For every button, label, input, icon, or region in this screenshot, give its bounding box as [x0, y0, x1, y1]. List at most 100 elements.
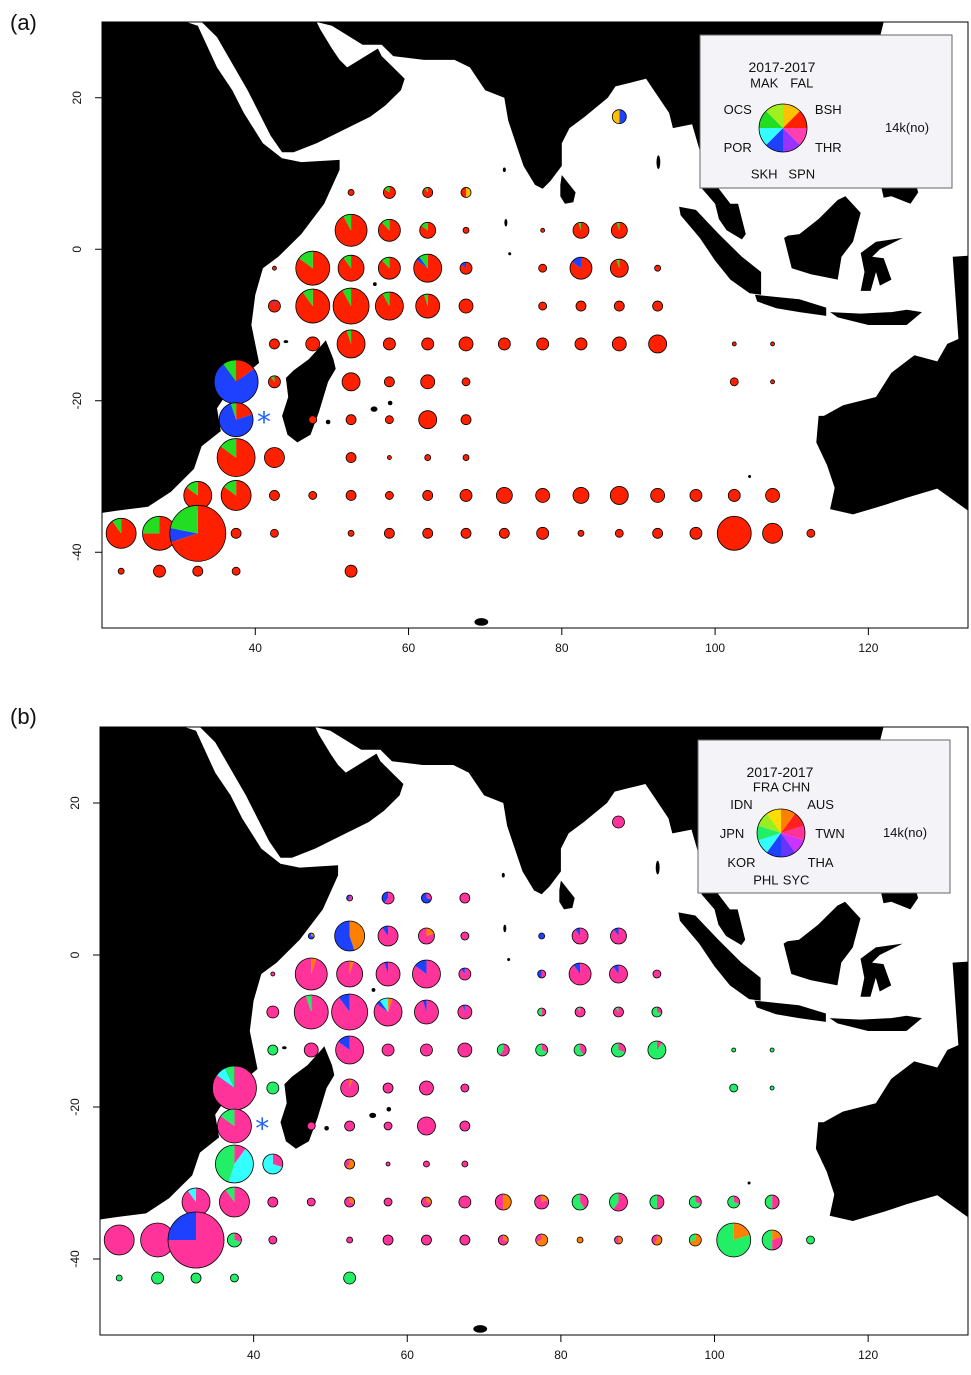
pie-marker	[212, 1065, 257, 1111]
pie-slice	[609, 486, 629, 505]
legend-slice	[759, 128, 783, 145]
pie-marker	[538, 263, 548, 273]
pie-outline	[334, 213, 368, 247]
pie-slice	[461, 968, 465, 974]
pie-marker	[308, 415, 318, 425]
pie-marker	[458, 967, 472, 981]
pie-marker	[495, 487, 513, 504]
pie-slice	[765, 488, 780, 503]
pie-outline	[293, 994, 329, 1030]
pie-marker	[305, 336, 321, 352]
pie-outline	[377, 925, 399, 947]
pie-slice	[378, 257, 401, 280]
pie-marker	[497, 337, 511, 351]
legend-slice	[781, 833, 796, 857]
pie-outline	[344, 1158, 356, 1170]
pie-marker	[461, 377, 471, 387]
pie-outline	[377, 256, 401, 280]
pie-slice	[806, 1235, 815, 1245]
pie-slice	[460, 1083, 470, 1093]
legend-pie-outline	[758, 103, 808, 153]
pie-slice	[535, 1044, 548, 1056]
pie-slice	[578, 222, 581, 231]
pie-marker	[540, 227, 546, 233]
legend-slice	[759, 111, 783, 128]
legend-label: SKH	[751, 166, 778, 181]
pie-slice	[294, 995, 329, 1029]
pie-outline	[218, 402, 254, 438]
pie-marker	[806, 1235, 815, 1245]
pie-slice	[770, 379, 775, 385]
legend-label: OCS	[724, 102, 753, 117]
pie-outline	[647, 1040, 667, 1060]
pie-marker	[761, 1229, 783, 1251]
pie-marker	[649, 1194, 665, 1210]
pie-slice	[462, 1004, 465, 1012]
legend-title: 2017-2017	[747, 764, 814, 780]
pie-marker	[609, 258, 629, 278]
pie-slice	[345, 452, 357, 463]
pie-marker	[230, 1273, 239, 1283]
pie-slice	[266, 1005, 280, 1019]
pie-slice	[419, 222, 436, 239]
pie-slice	[347, 189, 355, 196]
pie-marker	[419, 1080, 434, 1096]
pie-marker	[572, 221, 590, 239]
pie-slice	[537, 1008, 542, 1016]
pie-marker	[341, 372, 361, 392]
pie-slice	[190, 1272, 202, 1284]
legend-slice	[781, 833, 804, 853]
land-sulawesi	[860, 237, 903, 291]
islet	[282, 1046, 287, 1050]
pie-slice	[311, 933, 315, 937]
pie-marker	[377, 256, 401, 280]
pie-slice	[656, 1007, 662, 1014]
pie-slice	[302, 289, 313, 307]
pie-slice	[234, 1145, 246, 1164]
pie-marker	[611, 336, 627, 352]
pie-marker	[576, 1236, 584, 1244]
pie-marker	[462, 226, 470, 234]
islet	[283, 340, 289, 344]
pie-marker	[459, 1120, 471, 1132]
pie-slice	[346, 329, 352, 344]
pie-slice	[503, 1194, 512, 1210]
pie-slice	[421, 893, 432, 903]
pie-slice	[262, 1154, 283, 1175]
pie-marker	[382, 1234, 394, 1246]
pie-outline	[374, 291, 404, 321]
pie-slice	[305, 336, 321, 352]
pie-slice	[382, 337, 396, 351]
panel-label: (a)	[10, 10, 37, 35]
pie-slice	[305, 995, 312, 1012]
pie-marker	[422, 490, 434, 501]
pie-slice	[212, 1066, 257, 1110]
pie-slice	[459, 489, 473, 502]
pie-marker	[345, 490, 357, 501]
land-borneo	[783, 901, 861, 986]
pie-slice	[457, 1042, 473, 1058]
pie-marker	[573, 1043, 587, 1057]
pie-outline	[609, 964, 628, 984]
legend-slice	[766, 128, 783, 152]
pie-slice	[382, 926, 389, 936]
pie-slice	[270, 375, 275, 382]
pie-slice	[656, 1195, 664, 1209]
pie-marker	[334, 920, 366, 952]
y-tick-label: -40	[70, 543, 84, 561]
pie-slice	[223, 480, 237, 496]
pie-marker	[497, 1234, 509, 1246]
legend-slice	[758, 813, 781, 833]
islet	[474, 618, 489, 626]
pie-slice	[731, 341, 737, 347]
islet	[371, 988, 376, 992]
y-tick-label: -40	[68, 1250, 82, 1268]
land-arabia	[199, 727, 404, 858]
pie-slice	[344, 564, 358, 578]
pie-slice	[613, 1193, 628, 1211]
pie-slice	[236, 359, 254, 382]
pie-marker	[652, 527, 664, 539]
pie-slice	[306, 1197, 316, 1207]
pie-slice	[616, 222, 620, 231]
pie-slice	[619, 109, 627, 124]
